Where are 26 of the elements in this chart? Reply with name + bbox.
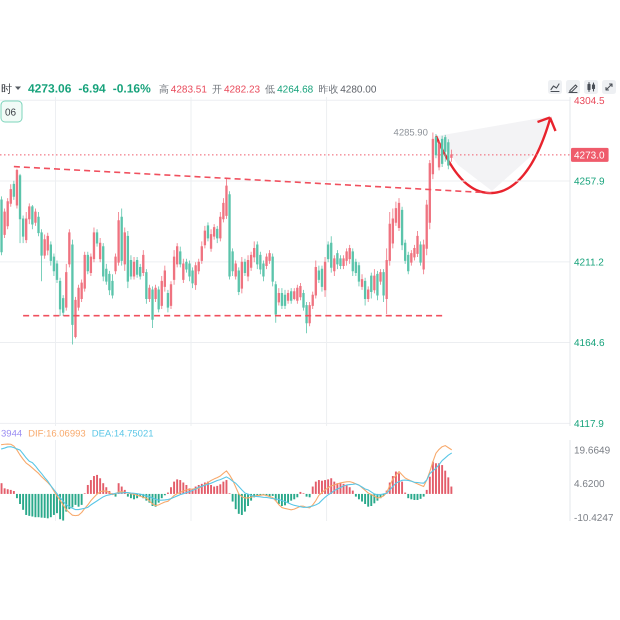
annotation: 4285.90 — [394, 128, 428, 139]
y-tick-label: 4257.9 — [574, 176, 606, 188]
text: DEA:14.75021 — [92, 428, 154, 440]
chart-title: 时 — [1, 82, 12, 96]
text: 4282.23 — [224, 84, 261, 96]
text: 4264.68 — [277, 84, 314, 96]
y-tick-label: 4117.9 — [574, 418, 604, 430]
text: 低 — [265, 84, 276, 96]
y-tick-label: 4211.2 — [574, 257, 604, 268]
text: -0.16% — [112, 82, 152, 96]
y-tick-label: 4304.5 — [574, 96, 606, 107]
text: 4283.51 — [170, 84, 208, 96]
annotation: 06 — [5, 108, 17, 118]
text: -6.94 — [78, 82, 106, 96]
text: 开 — [212, 84, 222, 96]
text: 4273.06 — [28, 82, 72, 96]
text: 昨收 — [318, 84, 338, 96]
y-tick-label: 19.6649 — [574, 445, 611, 456]
ref-line-label: 4273.0 — [574, 150, 606, 162]
y-tick-label: 4.6200 — [574, 479, 606, 490]
y-tick-label: -10.4247 — [574, 512, 614, 524]
text: 高 — [158, 84, 169, 96]
y-tick-label: 4164.6 — [574, 338, 606, 350]
text: 3944 — [1, 428, 22, 440]
text: 4280.00 — [340, 84, 377, 96]
series-label: DIF:16.06993 — [28, 428, 86, 440]
